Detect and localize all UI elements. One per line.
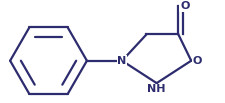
- Text: NH: NH: [147, 84, 166, 94]
- Text: O: O: [193, 56, 202, 66]
- Text: N: N: [117, 56, 127, 66]
- Text: O: O: [180, 1, 189, 11]
